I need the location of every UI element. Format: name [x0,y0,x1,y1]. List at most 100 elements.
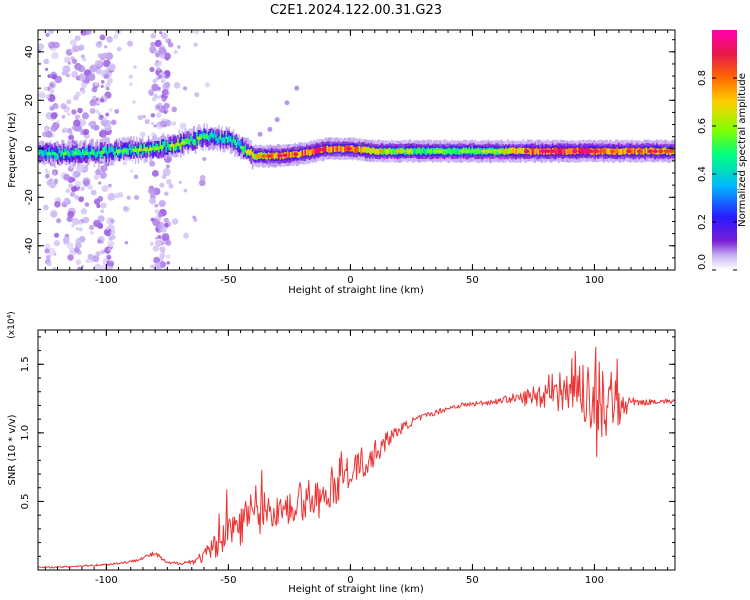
ridge-cell [510,147,513,154]
y-tick-label: 20 [24,94,35,107]
ridge-cell [631,147,633,154]
speckle [38,43,45,51]
ridge-cell [83,142,85,158]
speckle [159,261,167,268]
speckle [51,74,57,80]
ridge-cell [352,146,355,153]
speckle [66,99,72,105]
speckle [165,119,172,127]
speckle [72,94,79,101]
speckle [70,39,77,46]
speckle [123,206,130,213]
ridge-cell [531,147,534,154]
speckle [163,110,167,114]
ridge-cell [187,139,189,150]
ridge-cell [84,147,87,154]
ridge-peak [282,153,288,158]
ridge-cell [426,148,428,155]
ridge-cell [64,150,66,161]
speckle [156,105,161,110]
speckle [89,230,94,235]
ridge-cell [411,148,414,155]
ridge-cell [450,149,453,156]
colorbar-gradient [712,30,737,270]
speckle [106,36,113,43]
speckle [284,100,290,106]
speckle [42,131,48,138]
ridge-cell [197,130,200,141]
speckle [133,65,137,69]
ridge-cell [300,150,302,157]
ridge-cell [168,143,170,151]
speckle [71,58,78,64]
y-tick-label: 1.5 [20,356,31,372]
ridge-peak [384,149,390,154]
speckle [105,112,110,117]
speckle [91,96,96,100]
speckle [44,67,49,72]
speckle [72,45,80,53]
ridge-cell [180,136,182,146]
ridge-cell [102,147,105,154]
ridge-cell [114,151,116,158]
speckle [93,124,100,131]
speckle [45,32,50,38]
snr-panel: -100 -50 0 50 100 0.5 1.0 1.5 Height of straigh… [7,311,676,595]
ridge-cell [364,146,367,153]
speckle [163,70,171,77]
ridge-cell [332,145,334,152]
ridge-peak [379,149,385,154]
ridge-cell [530,149,532,156]
speckle [194,92,200,98]
ridge-cell [620,148,623,155]
speckle [144,118,150,125]
ridge-peak [524,149,530,154]
speckle [43,125,50,132]
ridge-cell [414,147,416,154]
ridge-peak [583,149,589,154]
speckle [97,239,102,244]
speckle [78,118,87,127]
ridge-cell [238,140,241,147]
speckle [71,224,75,228]
speckle [193,42,198,47]
ridge-cell [243,148,245,155]
speckle [178,180,182,184]
ridge-cell [58,147,61,154]
ridge-cell [200,133,203,140]
speckle [199,174,206,181]
ridge-cell [458,148,460,156]
speckle [150,41,156,47]
speckle [159,246,166,253]
speckle [160,32,168,40]
ridge-cell [253,153,255,160]
speckle [71,217,80,226]
speckle [153,256,161,264]
speckle [100,84,104,88]
ridge-cell [131,145,134,152]
speckle [161,89,169,96]
ridge-cell [358,145,361,153]
ridge-cell [161,139,163,150]
speckle [133,174,139,179]
ridge-cell [93,150,96,157]
speckle [106,255,111,260]
speckle [78,44,85,51]
speckle [158,74,163,79]
ridge-peak [502,149,508,154]
speckle [48,30,55,35]
speckle [50,125,58,132]
ridge-cell [288,152,291,159]
ridge-peak [196,136,202,140]
ridge-cell [339,145,342,152]
ridge-cell [421,147,424,154]
speckle [161,97,167,102]
ridge-cell [251,151,254,158]
ridge-cell [534,148,537,155]
ridge-cell [175,143,178,150]
x-tick-label: 50 [466,275,479,286]
ridge-peak [180,141,186,145]
ridge-cell [392,148,394,155]
speckle [87,184,93,190]
ridge-cell [216,138,219,145]
